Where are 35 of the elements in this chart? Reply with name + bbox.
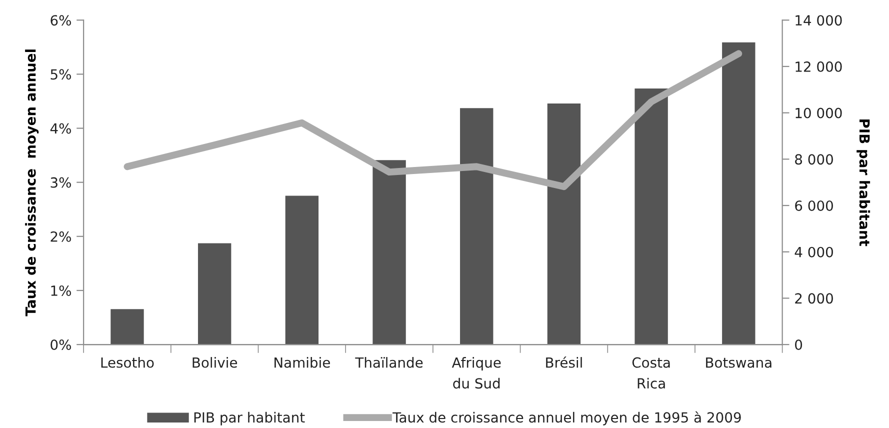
y2-tick-label: 14 000 [796,15,842,26]
bar [547,104,581,345]
x-tick-label: Costa Rica [632,357,670,389]
y-tick-label: 3% [50,177,71,188]
bar [198,243,232,345]
x-tick-label: Bolivie [192,357,238,368]
y2-axis-title: PIB par habitant [856,119,870,246]
y-tick-label: 5% [50,69,71,80]
bar [634,88,668,345]
y2-tick-label: 6 000 [795,200,833,211]
x-tick-label: Botswana [706,357,772,368]
y-tick-label: 2% [50,231,71,242]
legend-label: Taux de croissance annuel moyen de 1995 à 2009 [392,411,741,426]
y2-tick-label: 8 000 [795,154,833,165]
y-tick-label: 4% [50,123,71,134]
x-tick-label: Afrique du Sud [452,357,501,389]
y2-tick-label: 2 000 [795,293,833,304]
x-tick-label: Lesotho [101,357,154,368]
y2-tick-label: 10 000 [796,108,842,118]
legend-label: PIB par habitant [194,412,305,426]
y2-tick-label: 12 000 [796,61,842,72]
y-tick-label: 1% [51,285,71,296]
bar [372,160,406,345]
y-axis-title: Taux de croissance moyen annuel [25,50,39,316]
y2-tick-label: 4 000 [794,246,833,258]
bar [460,108,494,345]
y2-tick-label: 0 [795,340,802,350]
bar [110,309,144,345]
x-tick-label: Thaïlande [355,357,423,368]
y-tick-label: 6% [50,15,71,26]
y-tick-label: 0% [50,340,71,350]
bar [285,196,319,345]
x-tick-label: Brésil [546,356,582,368]
bar [722,42,756,345]
x-tick-label: Namibie [274,357,330,368]
